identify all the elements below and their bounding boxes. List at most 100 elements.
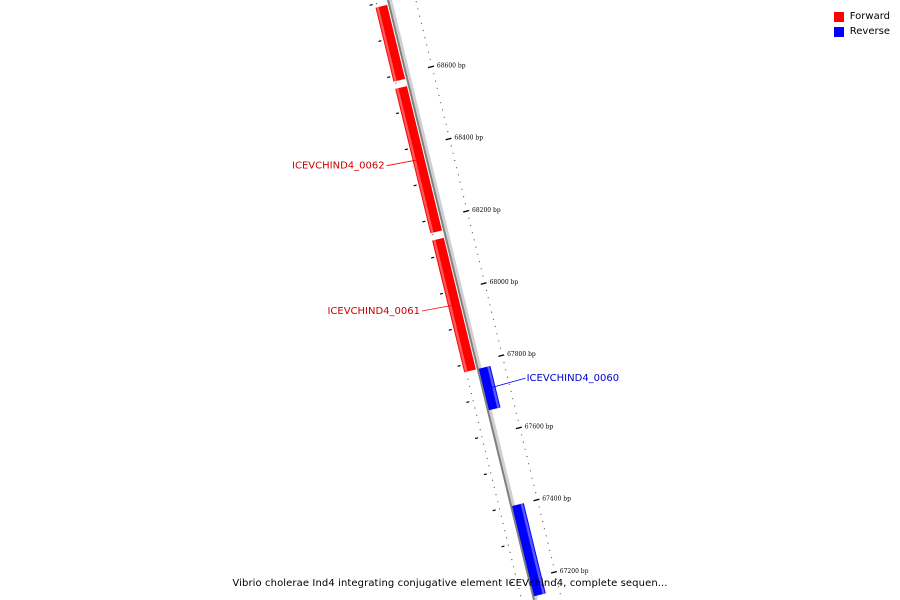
minor-tick-right [440, 102, 442, 104]
minor-tick-right [531, 477, 533, 479]
minor-tick-right [547, 542, 549, 544]
tick-label: 68000 bp [490, 279, 519, 286]
sequence-title: Vibrio cholerae Ind4 integrating conjuga… [232, 578, 668, 589]
minor-tick-left [479, 429, 481, 431]
gene-feature-reverse[interactable] [512, 503, 546, 597]
major-tick-mark [445, 137, 452, 141]
major-tick-mark [550, 570, 558, 574]
minor-tick-right [426, 44, 428, 46]
minor-tick-left [472, 400, 474, 402]
gene-label-leader [386, 159, 419, 167]
minor-tick-right [489, 304, 491, 306]
gene-arrow-highlight [520, 503, 545, 595]
gene-label: ICEVCHIND4_0061 [327, 306, 420, 317]
minor-tick-right [429, 58, 431, 61]
minor-tick-left [490, 472, 492, 474]
minor-tick-right [427, 51, 430, 53]
minor-tick-left [502, 522, 504, 525]
gene-feature-forward[interactable] [375, 4, 406, 82]
legend: Forward Reverse [833, 9, 890, 39]
minor-tick-right [478, 261, 480, 263]
minor-tick-right [422, 29, 424, 32]
tick-label: 68600 bp [437, 62, 466, 69]
minor-tick-right [510, 390, 512, 393]
minor-tick-right [499, 347, 502, 349]
minor-tick-right [517, 419, 519, 421]
minor-tick-right [438, 94, 440, 97]
minor-tick-left [481, 436, 483, 438]
major-ticks: 68600 bp 68400 bp 68200 bp 68000 bp 67800 bp… [427, 62, 589, 575]
minor-tick-right [468, 217, 470, 219]
minor-tick-right [441, 109, 444, 111]
left-tick-mark [422, 220, 426, 223]
minor-tick-right [524, 448, 526, 450]
minor-tick-right [477, 253, 479, 255]
minor-tick-left [488, 465, 490, 467]
minor-tick-right [443, 116, 445, 118]
minor-tick-left [483, 443, 485, 445]
minor-tick-left [493, 486, 495, 488]
left-tick-mark [404, 148, 408, 151]
major-tick-mark [498, 354, 505, 358]
minor-tick-right [503, 362, 505, 364]
minor-tick-left [432, 234, 434, 236]
minor-tick-right [491, 311, 493, 313]
minor-tick-left [505, 537, 508, 539]
minor-tick-right [450, 145, 452, 147]
left-tick-mark [439, 292, 444, 295]
gene-arrow-body [512, 503, 546, 597]
minor-tick-right [540, 513, 542, 515]
minor-tick-right [535, 492, 537, 494]
minor-tick-left [486, 457, 488, 460]
gene-label-leader [421, 304, 455, 312]
backbone-shadow [388, 0, 538, 600]
minor-tick-left [504, 530, 506, 532]
major-tick-mark [533, 498, 540, 502]
legend-forward: Forward [833, 9, 890, 24]
left-tick-mark [492, 509, 496, 512]
legend-reverse-label: Reverse [849, 26, 890, 37]
minor-tick-right [463, 196, 465, 198]
minor-tick-left [516, 580, 518, 582]
minor-tick-right [482, 275, 484, 277]
minor-tick-right [521, 434, 523, 436]
minor-tick-left [495, 494, 497, 496]
minor-tick-left [467, 378, 469, 380]
left-tick-mark [395, 112, 400, 115]
left-tick-mark [474, 437, 479, 440]
tick-label: 68200 bp [472, 207, 501, 214]
minor-tick-right [454, 159, 456, 162]
minor-tick-right [480, 268, 482, 270]
minor-tick-right [508, 383, 510, 385]
minor-tick-right [543, 528, 546, 530]
minor-tick-right [471, 232, 473, 234]
left-tick-mark [378, 40, 382, 42]
minor-tick-right [434, 80, 437, 82]
minor-tick-left [500, 515, 502, 517]
major-tick-mark [427, 65, 435, 69]
minor-tick-right [522, 441, 525, 443]
minor-tick-right [505, 369, 507, 371]
minor-tick-left [511, 559, 513, 561]
left-tick-mark [457, 365, 461, 367]
minor-tick-left [509, 551, 511, 554]
backbone-line [387, 0, 535, 600]
minor-tick-right [559, 593, 561, 595]
tick-label: 67600 bp [525, 423, 554, 430]
left-tick-mark [448, 328, 452, 331]
minor-tick-right [424, 37, 426, 39]
minor-tick-right [552, 564, 554, 566]
minor-tick-right [492, 318, 495, 320]
forward-swatch [833, 11, 844, 22]
gene-arrow-highlight [376, 6, 397, 82]
legend-forward-label: Forward [849, 11, 890, 22]
minor-tick-right [550, 557, 553, 559]
minor-tick-left [474, 407, 476, 409]
minor-tick-left [514, 573, 516, 575]
minor-tick-left [470, 392, 472, 395]
minor-tick-right [419, 15, 421, 17]
left-tick-mark [369, 4, 373, 6]
minor-tick-right [475, 246, 477, 248]
gene-label-leader [489, 377, 526, 389]
